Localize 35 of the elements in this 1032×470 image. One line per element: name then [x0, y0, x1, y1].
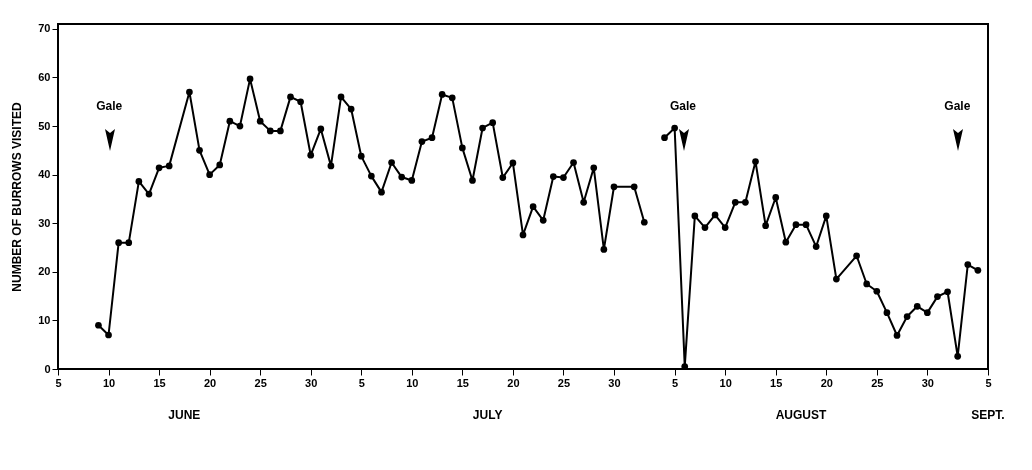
x-tick-label: 10 — [719, 376, 732, 389]
y-tick-label: 70 — [38, 22, 51, 35]
text: SEPT. — [971, 408, 1005, 422]
text: JULY — [472, 408, 503, 422]
x-tick-label: 5 — [358, 376, 365, 389]
x-tick-label: 10 — [102, 376, 116, 389]
text: AUGUST — [775, 408, 827, 422]
y-tick-label: 60 — [38, 70, 51, 83]
x-tick-label: 5 — [985, 376, 992, 389]
x-tick-label: 15 — [456, 376, 469, 389]
y-axis-title: NUMBER OF BURROWS VISITED — [10, 102, 25, 292]
annotation: Gale — [944, 99, 971, 113]
x-tick-label: 30 — [608, 376, 621, 389]
x-tick-label: 25 — [557, 376, 571, 389]
annotation: Gale — [96, 99, 123, 113]
x-tick-label: 15 — [153, 376, 166, 389]
x-tick-label: 5 — [55, 376, 62, 389]
x-tick-label: 30 — [305, 376, 318, 389]
x-tick-label: 15 — [770, 376, 783, 389]
y-tick-label: 20 — [38, 265, 51, 278]
y-tick-label: 10 — [38, 313, 51, 326]
y-tick-label: 50 — [38, 119, 51, 132]
x-tick-label: 20 — [204, 376, 217, 389]
x-tick-label: 5 — [672, 376, 679, 389]
x-tick-label: 30 — [921, 376, 934, 389]
text: JUNE — [168, 408, 201, 422]
x-tick-label: 25 — [254, 376, 267, 389]
y-tick-label: 0 — [44, 362, 51, 375]
y-tick-label: 40 — [38, 168, 51, 181]
annotation: Gale — [669, 99, 697, 113]
x-tick-label: 20 — [507, 376, 520, 389]
x-tick-label: 20 — [820, 376, 833, 389]
x-tick-label: 10 — [406, 376, 419, 389]
y-tick-label: 30 — [38, 216, 51, 229]
x-tick-label: 25 — [871, 376, 884, 389]
